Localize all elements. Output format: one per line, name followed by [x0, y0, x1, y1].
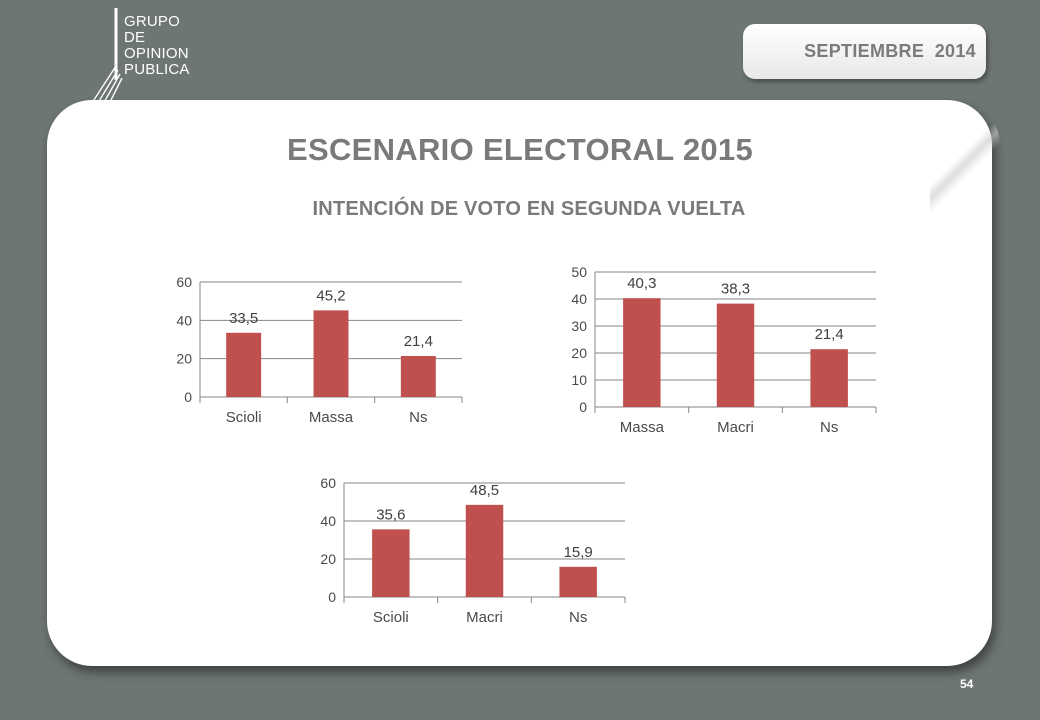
- page-number: 54: [960, 677, 974, 691]
- chart-scioli-macri: 0 20 40 60 35,6 Scioli 48,5 Macri 15,9 Ns: [320, 475, 626, 626]
- data-label: 21,4: [815, 326, 844, 343]
- y-tick-label: 40: [320, 513, 336, 529]
- data-label: 35,6: [376, 506, 405, 523]
- bar-scioli: [372, 529, 410, 597]
- bar-massa: [313, 310, 349, 397]
- logo-line: DE: [124, 29, 146, 46]
- date-label: SEPTIEMBRE 2014: [804, 41, 976, 61]
- data-label: 38,3: [721, 281, 750, 298]
- data-label: 15,9: [564, 544, 593, 561]
- y-tick-label: 0: [579, 399, 587, 415]
- category-label: Massa: [309, 409, 354, 426]
- logo-line: GRUPO: [124, 13, 181, 30]
- category-label: Ns: [569, 609, 587, 626]
- category-label: Ns: [409, 409, 427, 426]
- bar-ns: [810, 349, 848, 407]
- bar-macri: [716, 303, 755, 407]
- y-tick-label: 60: [176, 274, 192, 290]
- bar-ns: [559, 566, 597, 597]
- chart-massa-macri: 0 10 20 30 40 50 40,3 Massa 38,3 Macri 21,4 Ns: [571, 264, 877, 436]
- bar-scioli: [226, 332, 262, 397]
- logo-text: GRUPO DE OPINION PUBLICA: [124, 14, 190, 78]
- y-tick-label: 30: [571, 318, 587, 334]
- bar-ns: [400, 355, 436, 397]
- category-label: Massa: [620, 419, 665, 436]
- category-label: Scioli: [226, 409, 262, 426]
- data-label: 45,2: [316, 287, 345, 304]
- date-badge: SEPTIEMBRE 2014: [743, 24, 986, 79]
- category-label: Ns: [820, 419, 838, 436]
- chart-scioli-massa: 0 20 40 60 33,5 Scioli 45,2 Massa 21,4 Ns: [176, 274, 463, 426]
- category-label: Macri: [466, 609, 503, 626]
- y-tick-label: 0: [328, 589, 336, 605]
- page-subtitle: INTENCIÓN DE VOTO EN SEGUNDA VUELTA: [312, 198, 746, 220]
- data-label: 48,5: [470, 482, 499, 499]
- logo-line: OPINION: [124, 45, 189, 62]
- y-tick-label: 20: [571, 345, 587, 361]
- logo-line: PUBLICA: [124, 61, 190, 78]
- y-tick-label: 40: [176, 312, 192, 328]
- page-title: ESCENARIO ELECTORAL 2015: [286, 132, 753, 167]
- y-tick-label: 50: [571, 264, 587, 280]
- data-label: 33,5: [229, 310, 258, 327]
- y-tick-label: 0: [184, 389, 192, 405]
- y-tick-label: 40: [571, 291, 587, 307]
- y-tick-label: 60: [320, 475, 336, 491]
- category-label: Scioli: [373, 609, 409, 626]
- category-label: Macri: [717, 419, 754, 436]
- y-tick-label: 10: [571, 372, 587, 388]
- y-tick-label: 20: [320, 551, 336, 567]
- bar-massa: [623, 298, 661, 407]
- bar-macri: [465, 504, 504, 597]
- data-label: 21,4: [404, 333, 433, 350]
- y-tick-label: 20: [176, 351, 192, 367]
- data-label: 40,3: [627, 275, 656, 292]
